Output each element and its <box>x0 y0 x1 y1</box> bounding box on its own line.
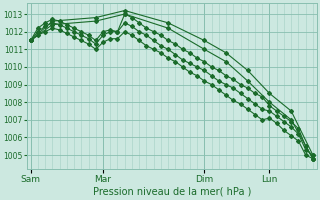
X-axis label: Pression niveau de la mer( hPa ): Pression niveau de la mer( hPa ) <box>92 187 251 197</box>
